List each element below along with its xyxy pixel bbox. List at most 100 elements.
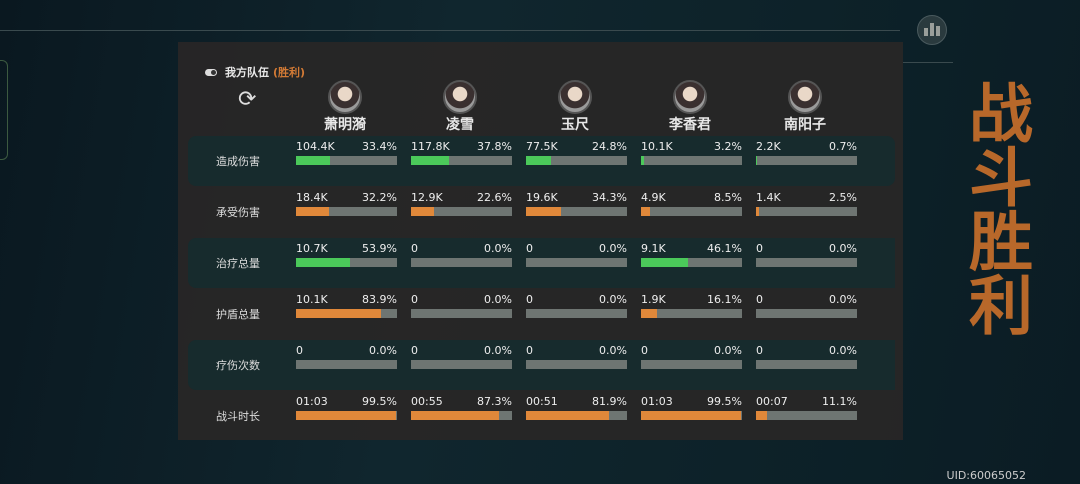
stat-bar-fill [756,411,768,420]
stat-bar-fill [641,258,688,267]
stat-percent: 81.9% [592,395,627,408]
stat-value: 0 [411,344,418,357]
stat-cell: 4.9K 8.5% [641,191,742,216]
stat-bar [756,207,857,216]
stat-value: 19.6K [526,191,558,204]
stat-cell: 9.1K 46.1% [641,242,742,267]
stat-label: 战斗时长 [216,410,260,423]
stat-percent: 34.3% [592,191,627,204]
stat-cell: 10.1K 83.9% [296,293,397,318]
stat-bar-fill [296,258,351,267]
stat-bar [756,258,857,267]
hero-avatar[interactable] [788,80,822,114]
stat-cell: 0 0.0% [411,293,512,318]
stat-value: 00:51 [526,395,558,408]
stat-bar-fill [296,156,330,165]
stat-percent: 2.5% [829,191,857,204]
battle-stats-panel: 我方队伍 (胜利) ⟳ 萧明漪 凌雪 玉尺 李香君 南阳子 造成伤害 104.4K 33.4… [178,42,903,440]
stat-bar [641,309,742,318]
side-tab[interactable] [0,60,8,160]
stat-value: 9.1K [641,242,666,255]
stat-label: 疗伤次数 [216,359,260,372]
stat-bar-fill [641,411,742,420]
stat-cell: 104.4K 33.4% [296,140,397,165]
stat-bar-fill [756,156,757,165]
hero-name: 凌雪 [446,117,474,133]
stat-bar [756,360,857,369]
stat-bar [526,309,627,318]
stat-bar [756,309,857,318]
stat-bar-fill [411,411,500,420]
stat-cell: 00:55 87.3% [411,395,512,420]
stat-percent: 0.0% [484,242,512,255]
stat-cell: 18.4K 32.2% [296,191,397,216]
stat-percent: 83.9% [362,293,397,306]
stat-cell: 0 0.0% [411,242,512,267]
stat-bar [411,309,512,318]
hero-avatar[interactable] [558,80,592,114]
hero-name: 玉尺 [561,117,589,133]
stat-percent: 0.0% [599,293,627,306]
stat-value: 10.7K [296,242,328,255]
stat-value: 0 [296,344,303,357]
stat-bar [296,156,397,165]
stat-row: 治疗总量 10.7K 53.9% 0 0.0% 0 0.0% 9.1K 46.1% 0 0.0% [188,238,895,288]
stat-percent: 0.7% [829,140,857,153]
stat-cell: 00:07 11.1% [756,395,857,420]
stat-label: 治疗总量 [216,257,260,270]
stat-cell: 1.9K 16.1% [641,293,742,318]
stat-bar [411,207,512,216]
stat-bar-fill [756,207,759,216]
stat-bar [411,411,512,420]
stat-value: 10.1K [296,293,328,306]
stat-percent: 32.2% [362,191,397,204]
stat-bar-fill [296,309,381,318]
stat-bar-fill [526,411,609,420]
toggle-icon[interactable] [205,68,217,76]
stat-cell: 1.4K 2.5% [756,191,857,216]
stat-cell: 0 0.0% [641,344,742,369]
stat-bar [411,360,512,369]
stat-percent: 0.0% [829,344,857,357]
stat-bar [411,258,512,267]
stat-bar-fill [411,156,450,165]
uid-label: UID:60065052 [946,469,1026,482]
stat-value: 00:55 [411,395,443,408]
hero-avatar[interactable] [443,80,477,114]
stat-value: 0 [756,293,763,306]
switch-team-icon[interactable]: ⟳ [238,87,257,112]
stat-bar [411,156,512,165]
stat-percent: 24.8% [592,140,627,153]
stat-bar [641,411,742,420]
stat-bar-fill [526,207,561,216]
stat-bar [526,411,627,420]
stat-value: 117.8K [411,140,450,153]
stat-bar-fill [641,207,650,216]
stat-bar [296,360,397,369]
stat-value: 2.2K [756,140,781,153]
stat-cell: 00:51 81.9% [526,395,627,420]
hero-column-header: 南阳子 [755,80,855,134]
stat-bar [296,309,397,318]
stat-percent: 22.6% [477,191,512,204]
stats-chart-button[interactable] [917,15,947,45]
stat-bar-fill [296,207,329,216]
stat-bar [296,411,397,420]
hero-avatar[interactable] [328,80,362,114]
stat-bar [641,207,742,216]
stat-value: 104.4K [296,140,335,153]
stat-cell: 0 0.0% [756,293,857,318]
stat-cell: 0 0.0% [296,344,397,369]
hero-avatar[interactable] [673,80,707,114]
stat-row: 造成伤害 104.4K 33.4% 117.8K 37.8% 77.5K 24.8% 10.1… [188,136,895,186]
victory-banner: 战斗胜利 [958,80,1032,336]
stat-value: 0 [411,293,418,306]
stat-value: 10.1K [641,140,673,153]
stat-cell: 10.7K 53.9% [296,242,397,267]
stat-bar [526,156,627,165]
stat-bar [296,207,397,216]
hero-column-header: 凌雪 [410,80,510,134]
stat-percent: 99.5% [707,395,742,408]
stat-cell: 0 0.0% [756,344,857,369]
stat-value: 1.9K [641,293,666,306]
